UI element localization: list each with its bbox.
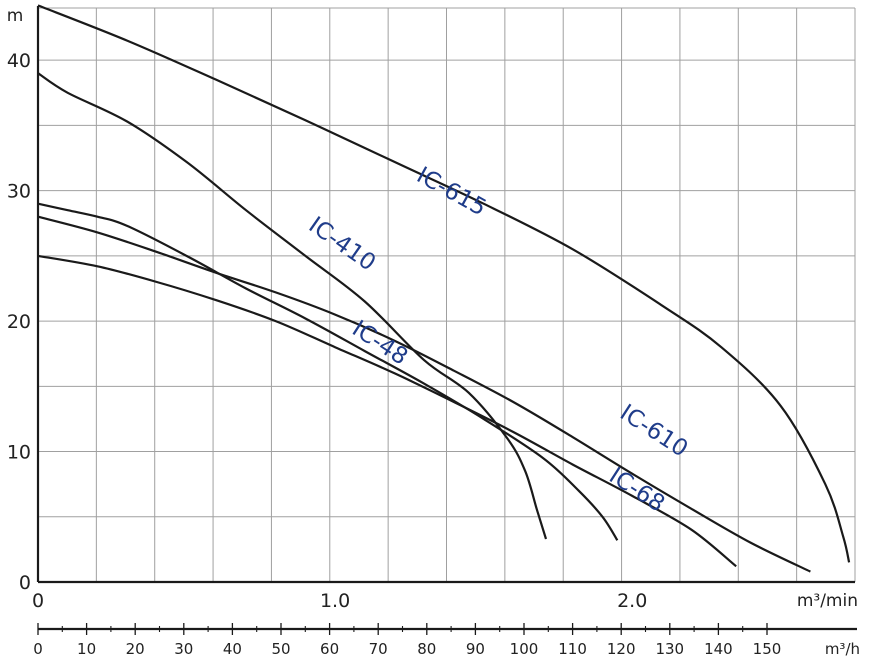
secondary-x-tick-label: 80 <box>417 640 436 658</box>
curve-ic-615 <box>37 4 851 563</box>
curve-label-ic-410: IC-410 <box>304 212 380 276</box>
axes <box>36 6 857 635</box>
curve-label-ic-68: IC-68 <box>604 463 669 518</box>
secondary-x-tick-label: 90 <box>466 640 485 658</box>
curve-ic-610 <box>37 215 811 573</box>
curve-label-ic-610: IC-610 <box>615 400 692 463</box>
secondary-x-tick-label: 10 <box>77 640 96 658</box>
secondary-x-tick-label: 70 <box>369 640 388 658</box>
secondary-x-tick-label: 30 <box>174 640 193 658</box>
secondary-x-tick-label: 110 <box>558 640 587 658</box>
secondary-x-tick-label: 100 <box>510 640 539 658</box>
x-tick-label: 0 <box>32 590 44 612</box>
secondary-x-tick-label: 0 <box>33 640 43 658</box>
x-axis-unit: m³/min <box>797 591 858 611</box>
secondary-x-tick-label: 20 <box>126 640 145 658</box>
secondary-x-tick-label: 150 <box>753 640 782 658</box>
secondary-x-tick-label: 50 <box>271 640 290 658</box>
curves <box>37 4 851 573</box>
y-tick-label: 40 <box>7 50 31 72</box>
curve-ic-48 <box>37 202 619 541</box>
y-tick-label: 10 <box>7 442 31 464</box>
x-tick-label: 2.0 <box>617 590 647 612</box>
secondary-x-tick-label: 40 <box>223 640 242 658</box>
curve-label-ic-48: IC-48 <box>347 316 412 371</box>
curve-ic-410 <box>37 72 548 540</box>
x-tick-label: 1.0 <box>320 590 350 612</box>
secondary-x-tick-label: 120 <box>607 640 636 658</box>
secondary-x-tick-label: 140 <box>704 640 733 658</box>
y-tick-label: 20 <box>7 311 31 333</box>
grid <box>38 7 856 582</box>
labels: IC-615 IC-410 IC-610 IC-48 IC-68 0 10 20 30 40 m 0 1… <box>7 6 860 658</box>
curve-label-ic-615: IC-615 <box>412 162 490 221</box>
curve-ic-68 <box>37 254 737 568</box>
secondary-x-tick-label: 60 <box>320 640 339 658</box>
y-tick-label: 0 <box>19 572 31 594</box>
y-axis-unit: m <box>7 6 24 26</box>
secondary-x-axis-unit: m³/h <box>825 640 860 658</box>
secondary-x-tick-label: 130 <box>655 640 684 658</box>
y-tick-label: 30 <box>7 181 31 203</box>
